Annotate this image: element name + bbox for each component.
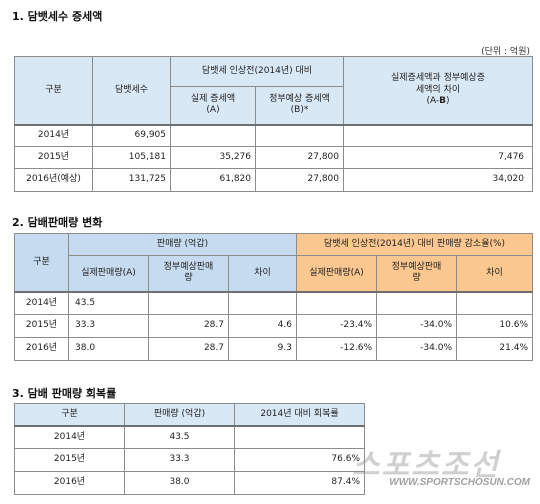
table-row: 2014년 43.5 [14, 425, 365, 449]
cell-diff: 4.6 [228, 314, 297, 338]
watermark: 스포츠조선 WWW.SPORTSCHOSUN.COM [330, 440, 530, 500]
cell-r-diff: 10.6% [455, 314, 534, 338]
table-row: 2015년 33.3 28.7 4.6 -23.4% -34.0% 10.6% [14, 314, 534, 338]
row-label: 2016년 [14, 337, 69, 361]
cell-expected: 28.7 [148, 337, 229, 361]
row-label: 2016년(예상) [14, 168, 93, 192]
tax-increase-table: 구분 담뱃세수 담뱃세 인상전(2014년) 대비 실제증세액과 정부예상증 세… [14, 56, 534, 192]
cell-actual: 35,276 [170, 146, 256, 169]
section3-title: 3. 담배 판매량 회복률 [12, 387, 117, 400]
cell-expected [148, 291, 229, 315]
header-reduction-group: 담뱃세 인상전(2014년) 대비 판매량 감소율(%) [295, 233, 534, 256]
cell-expected [254, 124, 345, 147]
row-label: 2015년 [14, 314, 69, 338]
header-actual-volume: 실제판매량(A) [68, 255, 149, 293]
header-recovery: 2014년 대비 회복률 [234, 403, 365, 427]
cell-diff [343, 124, 534, 147]
cell-tax: 69,905 [92, 124, 171, 147]
cell-diff: 7,476 [343, 146, 534, 169]
cell-diff [228, 291, 297, 315]
header-category: 구분 [14, 56, 93, 126]
table-row: 2015년 105,181 35,276 27,800 7,476 [14, 146, 534, 169]
cell-tax: 105,181 [92, 146, 171, 169]
row-label: 2015년 [14, 448, 125, 472]
header-expected-reduction: 정부예상판매 량 [376, 255, 457, 293]
sales-change-table: 구분 판매량 (억갑) 담뱃세 인상전(2014년) 대비 판매량 감소율(%)… [14, 233, 534, 361]
cell-r-actual [296, 291, 377, 315]
row-label: 2014년 [14, 124, 93, 147]
header-expected-increase: 정부예상 증세액 (B)* [254, 86, 345, 126]
cell-r-diff: 21.4% [455, 337, 534, 361]
cell-actual: 61,820 [170, 168, 256, 192]
cell-r-expected: -34.0% [376, 337, 457, 361]
header-expected-volume: 정부예상판매 량 [148, 255, 229, 293]
unit-label: (단위 : 억원) [481, 47, 530, 57]
section1-title: 1. 담뱃세수 증세액 [12, 10, 103, 23]
header-difference: 실제증세액과 정부예상증 세액의 차이 (A-B) [343, 56, 534, 126]
row-label: 2014년 [14, 425, 125, 449]
row-label: 2014년 [14, 291, 69, 315]
header-category: 구분 [14, 403, 125, 427]
cell-volume: 33.3 [124, 448, 235, 472]
cell-tax: 131,725 [92, 168, 171, 192]
cell-r-expected [376, 291, 457, 315]
header-tax-revenue: 담뱃세수 [92, 56, 171, 126]
table-row: 2014년 43.5 [14, 291, 534, 315]
watermark-url: WWW.SPORTSCHOSUN.COM [389, 477, 530, 488]
cell-r-actual: -12.6% [296, 337, 377, 361]
header-actual-reduction: 실제판매량(A) [296, 255, 377, 293]
cell-actual: 43.5 [68, 291, 149, 315]
cell-expected: 27,800 [254, 168, 345, 192]
header-volume: 판매량 (억갑) [124, 403, 235, 427]
header-actual-increase: 실제 증세액 (A) [170, 86, 256, 126]
header-volume-group: 판매량 (억갑) [68, 233, 297, 256]
header-category: 구분 [14, 233, 69, 293]
table-row: 2015년 33.3 76.6% [14, 448, 365, 472]
table-row: 2016년 38.0 87.4% [14, 471, 365, 495]
recovery-rate-table: 구분 판매량 (억갑) 2014년 대비 회복률 2014년 43.5 2015… [14, 403, 365, 495]
row-label: 2016년 [14, 471, 125, 495]
cell-actual [170, 124, 256, 147]
cell-actual: 33.3 [68, 314, 149, 338]
cell-expected: 28.7 [148, 314, 229, 338]
cell-volume: 38.0 [124, 471, 235, 495]
table-row: 2014년 69,905 [14, 124, 534, 147]
cell-recovery: 87.4% [234, 471, 365, 495]
section2-title: 2. 담배판매량 변화 [12, 216, 103, 229]
cell-r-expected: -34.0% [376, 314, 457, 338]
header-volume-diff: 차이 [228, 255, 297, 293]
cell-expected: 27,800 [254, 146, 345, 169]
cell-r-diff [455, 291, 534, 315]
header-reduction-diff: 차이 [455, 255, 534, 293]
cell-r-actual: -23.4% [296, 314, 377, 338]
header-pre-increase-group: 담뱃세 인상전(2014년) 대비 [169, 56, 345, 87]
cell-volume: 43.5 [124, 425, 235, 449]
cell-diff: 9.3 [228, 337, 297, 361]
row-label: 2015년 [14, 146, 93, 169]
watermark-logo: 스포츠조선 [352, 448, 500, 483]
cell-diff: 34,020 [343, 168, 534, 192]
cell-actual: 38.0 [68, 337, 149, 361]
table-row: 2016년 38.0 28.7 9.3 -12.6% -34.0% 21.4% [14, 337, 534, 361]
table-row: 2016년(예상) 131,725 61,820 27,800 34,020 [14, 168, 534, 192]
